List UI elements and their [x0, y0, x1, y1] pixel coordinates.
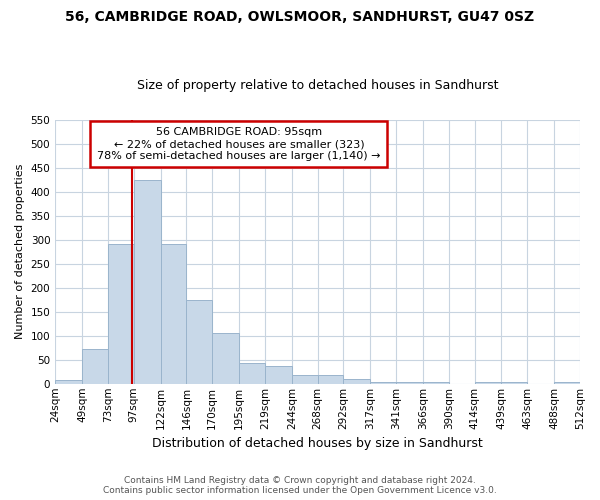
- Bar: [187, 300, 212, 384]
- Title: Size of property relative to detached houses in Sandhurst: Size of property relative to detached ho…: [137, 79, 499, 92]
- Bar: [475, 382, 502, 384]
- Bar: [82, 349, 108, 384]
- Bar: [161, 244, 187, 384]
- Bar: [396, 382, 423, 384]
- Bar: [554, 382, 580, 384]
- Bar: [423, 382, 449, 384]
- Bar: [108, 244, 134, 384]
- Bar: [502, 382, 527, 384]
- Bar: [292, 375, 317, 384]
- Bar: [265, 366, 292, 384]
- Bar: [212, 334, 239, 384]
- Bar: [317, 375, 343, 384]
- Bar: [134, 180, 161, 384]
- Bar: [55, 380, 82, 384]
- Text: 56 CAMBRIDGE ROAD: 95sqm
← 22% of detached houses are smaller (323)
78% of semi-: 56 CAMBRIDGE ROAD: 95sqm ← 22% of detach…: [97, 128, 380, 160]
- Bar: [343, 380, 370, 384]
- X-axis label: Distribution of detached houses by size in Sandhurst: Distribution of detached houses by size …: [152, 437, 483, 450]
- Bar: [370, 382, 396, 384]
- Text: Contains HM Land Registry data © Crown copyright and database right 2024.
Contai: Contains HM Land Registry data © Crown c…: [103, 476, 497, 495]
- Bar: [239, 363, 265, 384]
- Y-axis label: Number of detached properties: Number of detached properties: [15, 164, 25, 340]
- Text: 56, CAMBRIDGE ROAD, OWLSMOOR, SANDHURST, GU47 0SZ: 56, CAMBRIDGE ROAD, OWLSMOOR, SANDHURST,…: [65, 10, 535, 24]
